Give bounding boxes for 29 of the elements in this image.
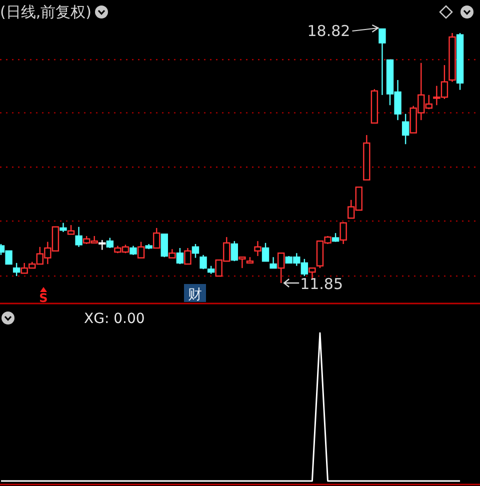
candlestick [277, 252, 285, 284]
candlestick [254, 240, 262, 257]
candlestick [130, 245, 137, 256]
candlestick [98, 239, 106, 250]
candlestick [60, 222, 67, 233]
chart-title: (日线,前复权) [0, 3, 92, 21]
candlestick [262, 242, 270, 262]
candlestick [402, 113, 410, 145]
candlestick [184, 247, 192, 265]
candlestick [67, 224, 75, 235]
candlestick [378, 28, 386, 96]
annotation: 11.85 [300, 275, 344, 293]
candlestick [75, 226, 82, 248]
candlestick [230, 240, 238, 262]
candlestick [340, 222, 347, 245]
annotation: 18.82 [307, 22, 350, 40]
candlestick [270, 256, 277, 269]
text: S [39, 291, 48, 305]
candlestick [12, 262, 20, 277]
candlestick [176, 247, 184, 265]
text: 财 [188, 287, 202, 303]
candlestick [106, 237, 114, 249]
candlestick [238, 256, 246, 269]
candlestick [200, 254, 207, 270]
candlestick [192, 243, 200, 258]
candlestick [153, 227, 160, 249]
chart-title: XG: 0.00 [84, 311, 145, 327]
candlestick [137, 241, 145, 258]
candlestick [160, 234, 168, 258]
